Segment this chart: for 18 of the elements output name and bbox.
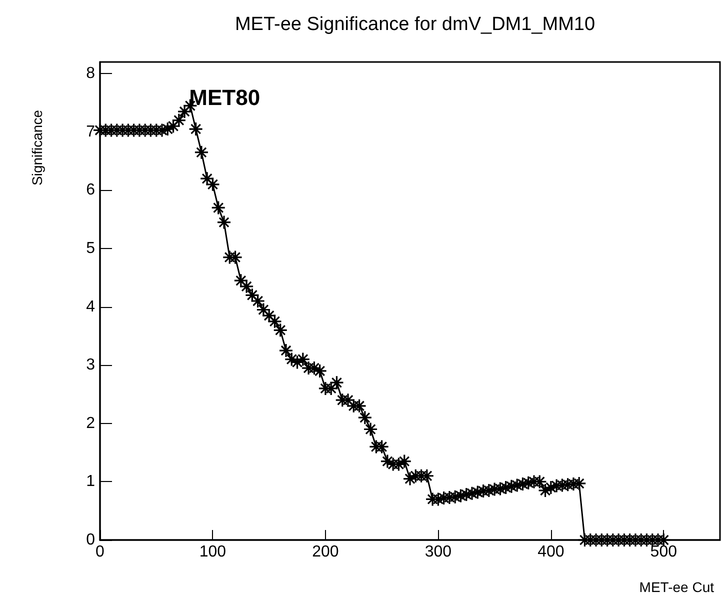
- y-tick-label: 4: [86, 298, 96, 316]
- x-tick-label: 300: [424, 544, 452, 560]
- y-axis-title: Significance: [29, 110, 45, 186]
- y-tick-label: 0: [86, 532, 96, 548]
- y-tick-label: 7: [86, 123, 96, 140]
- x-tick-label: 400: [538, 544, 564, 560]
- annotation: MET80: [189, 85, 260, 110]
- x-tick-label: 500: [650, 544, 678, 560]
- y-tick-label: 1: [86, 473, 96, 490]
- y-tick-label: 2: [86, 414, 96, 432]
- chart-title: MET-ee Significance for dmV_DM1_MM10: [234, 14, 596, 35]
- y-tick-label: 5: [86, 240, 96, 258]
- x-axis-title: MET-ee Cut: [639, 579, 714, 595]
- y-tick-label: 6: [86, 182, 96, 199]
- x-tick-label: 200: [312, 544, 339, 560]
- y-tick-label: 8: [86, 65, 96, 82]
- x-tick-label: 100: [199, 544, 226, 560]
- y-tick-label: 3: [86, 356, 96, 374]
